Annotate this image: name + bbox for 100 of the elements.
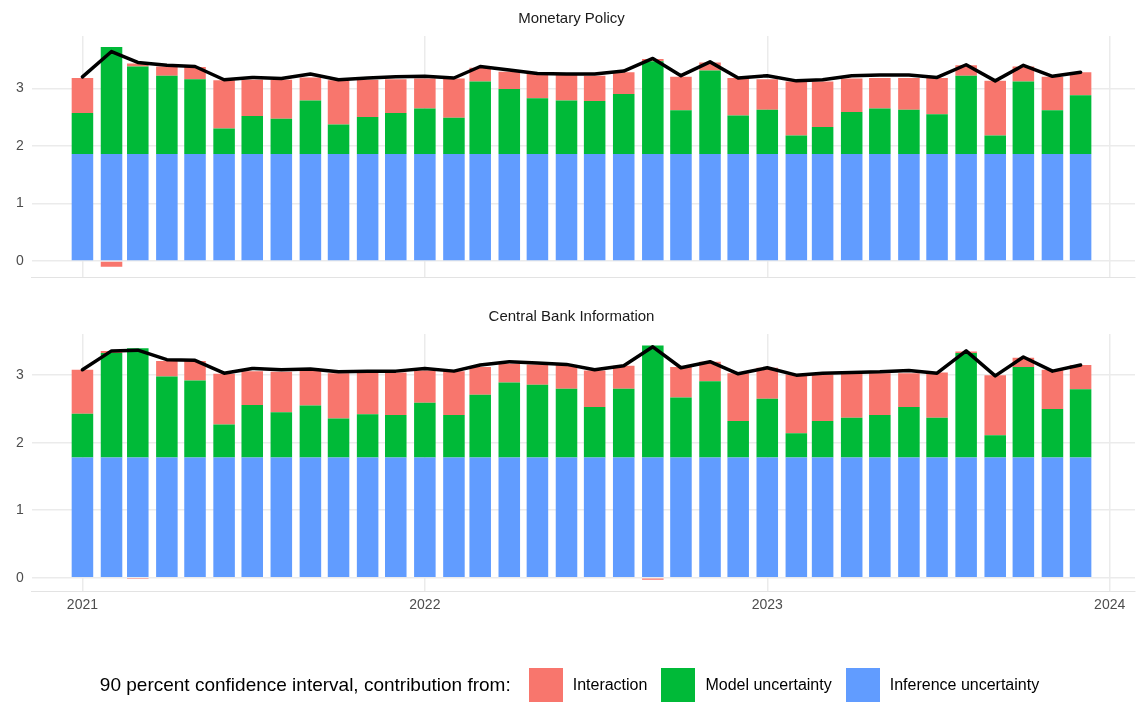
bar (955, 75, 977, 154)
bar (670, 397, 692, 458)
bar (327, 418, 350, 458)
bar (785, 153, 808, 261)
bar (811, 153, 834, 261)
bar (1069, 389, 1092, 458)
y-tick-label: 3 (15, 366, 24, 383)
bar (100, 352, 123, 458)
bar (327, 373, 350, 419)
bar (727, 153, 749, 261)
bar (498, 71, 521, 89)
bar (926, 372, 948, 418)
bar (670, 76, 692, 111)
bar (869, 77, 891, 109)
bar (443, 415, 465, 458)
bar (469, 153, 491, 261)
bar (414, 108, 436, 154)
bar (526, 364, 549, 385)
bar (526, 153, 549, 261)
bar (955, 457, 977, 577)
bar (955, 153, 977, 261)
bar (270, 118, 293, 154)
bar (1041, 457, 1064, 577)
bar (926, 457, 948, 577)
bar (898, 457, 920, 577)
bar (385, 79, 407, 114)
bar (299, 100, 322, 154)
bar (241, 153, 264, 261)
bar (699, 381, 721, 458)
bar (840, 373, 863, 418)
bar (1012, 457, 1035, 577)
bar (699, 153, 721, 261)
bar (555, 74, 578, 101)
bar (526, 384, 549, 458)
bar (356, 153, 379, 261)
bar (270, 371, 293, 413)
bar (443, 117, 465, 154)
bar (583, 153, 606, 261)
bar (840, 457, 863, 577)
bar (583, 75, 606, 101)
bar (213, 373, 235, 425)
bar (385, 113, 407, 154)
legend-label: Model uncertainty (705, 676, 832, 694)
bar (869, 373, 891, 416)
bar (984, 135, 1006, 154)
bar (498, 88, 521, 154)
bar (955, 352, 977, 458)
bar (555, 388, 578, 458)
bar (612, 365, 635, 389)
bar (612, 153, 635, 261)
bar (811, 457, 834, 577)
bar (840, 78, 863, 112)
bar (71, 457, 94, 577)
bar (71, 113, 94, 154)
bar (327, 153, 350, 261)
bar (727, 115, 749, 154)
bar (156, 457, 178, 577)
bar (526, 98, 549, 154)
bar (241, 404, 264, 458)
bar (299, 153, 322, 261)
bar (100, 46, 123, 154)
bar (356, 117, 379, 154)
legend-title: 90 percent confidence interval, contribution from: (99, 674, 511, 696)
bar (984, 80, 1006, 136)
bar (811, 421, 834, 458)
bar (670, 153, 692, 261)
bar (443, 78, 465, 118)
y-tick-label: 0 (15, 568, 24, 585)
bar (443, 457, 465, 577)
bar (327, 457, 350, 577)
bar (727, 457, 749, 577)
bar (555, 100, 578, 154)
x-tick-label: 2023 (751, 596, 784, 613)
bar (498, 153, 521, 261)
bar (727, 77, 749, 116)
bar (356, 79, 379, 118)
legend-label: Interaction (572, 676, 648, 694)
y-tick-label: 3 (15, 79, 24, 96)
bar (213, 424, 235, 458)
bar (756, 367, 779, 399)
bar (612, 388, 635, 458)
bar (670, 110, 692, 154)
y-tick-label: 2 (15, 433, 24, 450)
bar (984, 375, 1006, 436)
bar (299, 370, 322, 406)
bar (555, 153, 578, 261)
bar (840, 153, 863, 261)
bar (469, 81, 491, 154)
bar (785, 433, 808, 458)
bar (213, 128, 235, 154)
bar (299, 77, 322, 101)
bar (898, 109, 920, 154)
bar (385, 457, 407, 577)
bar (385, 372, 407, 416)
bar (385, 153, 407, 261)
bar (498, 363, 521, 383)
bar (414, 402, 436, 458)
bar (356, 372, 379, 415)
bar (785, 81, 808, 136)
legend-label: Inference uncertainty (889, 676, 1040, 694)
